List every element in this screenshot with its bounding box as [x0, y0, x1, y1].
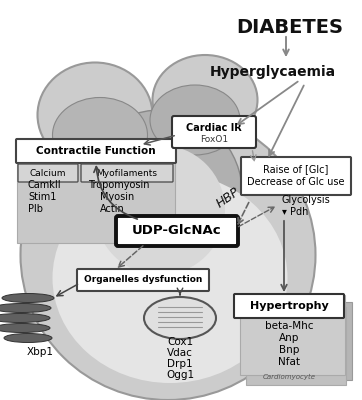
- FancyBboxPatch shape: [246, 307, 346, 385]
- FancyBboxPatch shape: [16, 139, 176, 163]
- FancyBboxPatch shape: [241, 157, 351, 195]
- Text: UDP-GlcNAc: UDP-GlcNAc: [132, 224, 222, 238]
- Text: Anp: Anp: [279, 333, 299, 343]
- Text: Cardiomyocyte: Cardiomyocyte: [122, 235, 174, 241]
- Text: Hypertrophy: Hypertrophy: [250, 301, 328, 311]
- FancyBboxPatch shape: [81, 164, 173, 182]
- Text: Cardiomyocyte: Cardiomyocyte: [262, 374, 316, 380]
- Text: Tropomyosin: Tropomyosin: [88, 180, 150, 190]
- Text: beta-Mhc: beta-Mhc: [265, 321, 313, 331]
- Text: Calcium: Calcium: [30, 168, 66, 178]
- Ellipse shape: [4, 334, 52, 342]
- FancyBboxPatch shape: [252, 302, 352, 380]
- Text: Stim1: Stim1: [28, 192, 56, 202]
- Text: Raise of [Glc]: Raise of [Glc]: [263, 164, 329, 174]
- Ellipse shape: [52, 98, 147, 172]
- FancyBboxPatch shape: [234, 294, 344, 318]
- FancyBboxPatch shape: [17, 148, 175, 243]
- Ellipse shape: [95, 145, 225, 275]
- Ellipse shape: [2, 294, 54, 302]
- Text: Drp1: Drp1: [167, 359, 193, 369]
- Text: Cardiac IR: Cardiac IR: [186, 123, 242, 133]
- FancyBboxPatch shape: [172, 116, 256, 148]
- Text: Vdac: Vdac: [167, 348, 193, 358]
- Ellipse shape: [77, 110, 243, 280]
- Text: DIABETES: DIABETES: [236, 18, 344, 37]
- Text: Decrease of Glc use: Decrease of Glc use: [247, 177, 345, 187]
- FancyBboxPatch shape: [116, 216, 238, 246]
- Text: Plb: Plb: [28, 204, 43, 214]
- Ellipse shape: [152, 55, 257, 145]
- Text: Glycolysis: Glycolysis: [282, 195, 331, 205]
- Text: Cox1: Cox1: [167, 337, 193, 347]
- FancyBboxPatch shape: [18, 164, 78, 182]
- FancyBboxPatch shape: [240, 295, 345, 375]
- Text: HBP: HBP: [214, 185, 242, 211]
- Ellipse shape: [52, 173, 287, 383]
- FancyBboxPatch shape: [77, 269, 209, 291]
- Text: Organelles dysfunction: Organelles dysfunction: [84, 276, 202, 284]
- Text: Contractile Function: Contractile Function: [36, 146, 156, 156]
- Text: FoxO1: FoxO1: [200, 134, 228, 144]
- Ellipse shape: [21, 110, 316, 400]
- Text: Ogg1: Ogg1: [166, 370, 194, 380]
- Ellipse shape: [38, 62, 152, 168]
- Text: Actin: Actin: [100, 204, 125, 214]
- Text: Xbp1: Xbp1: [26, 347, 54, 357]
- Ellipse shape: [0, 324, 50, 332]
- Text: Bnp: Bnp: [279, 345, 299, 355]
- Ellipse shape: [150, 85, 240, 155]
- Text: Myosin: Myosin: [100, 192, 134, 202]
- Text: Hyperglycaemia: Hyperglycaemia: [210, 65, 336, 79]
- Ellipse shape: [0, 314, 50, 322]
- Ellipse shape: [144, 297, 216, 339]
- Text: Myofilaments: Myofilaments: [97, 168, 157, 178]
- Ellipse shape: [0, 304, 51, 312]
- Text: ▾ Pdh: ▾ Pdh: [282, 207, 308, 217]
- Text: Nfat: Nfat: [278, 357, 300, 367]
- Text: CamkII: CamkII: [28, 180, 62, 190]
